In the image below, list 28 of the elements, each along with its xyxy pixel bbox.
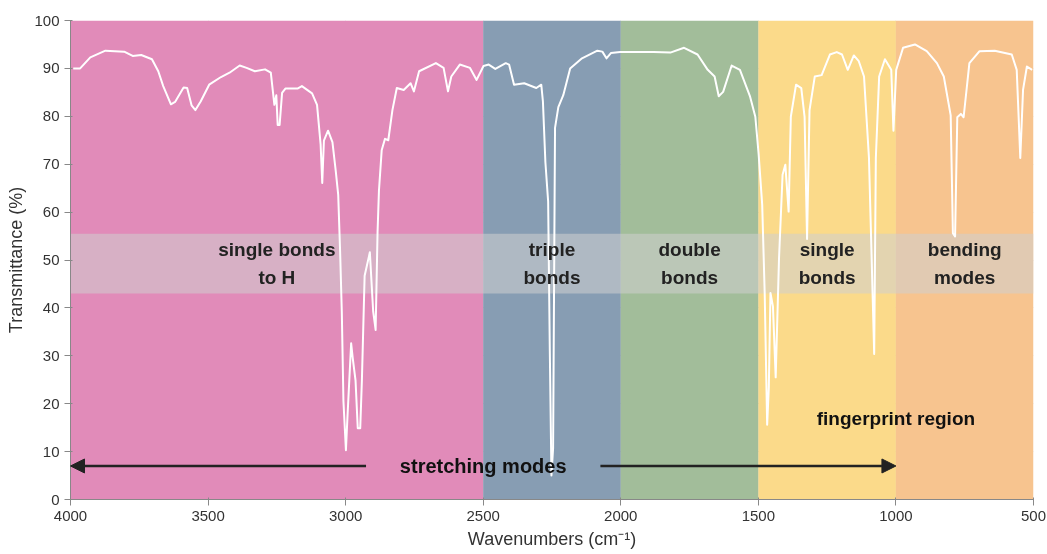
band-label: triple bonds (523, 239, 581, 288)
x-tick-label: 2500 (466, 506, 500, 524)
x-tick-label: 3500 (191, 506, 225, 524)
y-tick-label: 20 (42, 394, 60, 412)
x-tick-label: 1500 (741, 506, 776, 524)
band-label: single bonds (798, 239, 856, 288)
y-tick-label: 40 (42, 298, 60, 316)
x-tick-label: 1000 (879, 506, 913, 524)
y-tick-label: 60 (42, 203, 60, 221)
y-axis-title: Transmittance (%) (6, 186, 27, 334)
y-tick-label: 90 (42, 59, 60, 77)
y-tick-label: 10 (42, 442, 60, 460)
x-tick-label: 500 (1020, 506, 1047, 524)
y-tick-label: 100 (34, 11, 60, 29)
y-tick-label: 70 (42, 155, 60, 173)
annotation: fingerprint region (816, 407, 976, 429)
line-series (72, 43, 1034, 477)
band-label: bending modes (927, 239, 1002, 288)
y-tick-label: 30 (42, 346, 60, 364)
x-tick-label: 2000 (604, 506, 638, 524)
y-tick-label: 80 (42, 107, 60, 125)
band-label: single bonds to H (218, 239, 336, 288)
y-tick-label: 0 (51, 490, 60, 508)
x-tick-label: 4000 (53, 506, 88, 524)
x-axis-title: Wavenumbers (cm⁻¹) (467, 528, 637, 549)
band-label: double bonds (658, 239, 721, 288)
y-tick-label: 50 (42, 251, 60, 268)
x-tick-label: 3000 (328, 506, 363, 524)
